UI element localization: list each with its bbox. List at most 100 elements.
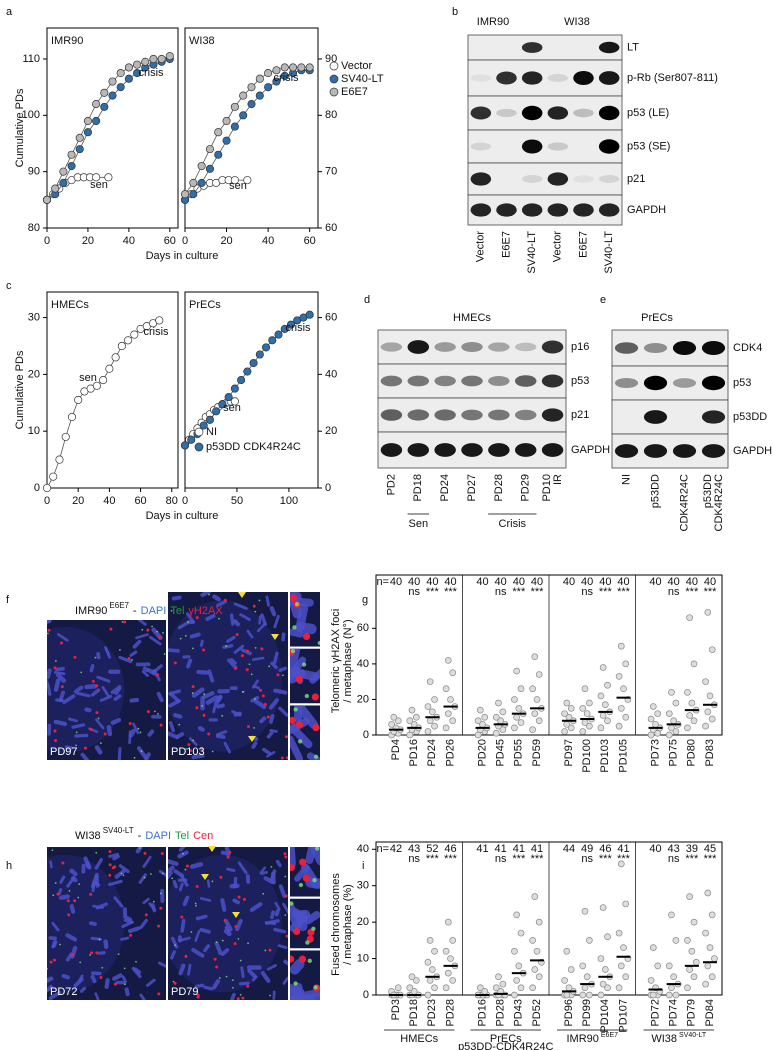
- chromosome: [268, 698, 279, 710]
- green-signal: [298, 739, 303, 744]
- green-signal: [131, 658, 133, 661]
- data-point: [517, 719, 525, 726]
- data-point: [426, 977, 434, 984]
- red-signal: [223, 598, 227, 602]
- data-point: [597, 991, 605, 999]
- chromosome: [73, 977, 84, 988]
- chromosome: [196, 669, 209, 675]
- data-point: [672, 937, 680, 944]
- lane-label: PD28: [493, 474, 505, 502]
- group-label: PrECs: [490, 1033, 522, 1045]
- green-signal: [253, 726, 256, 729]
- data-point: [230, 384, 239, 393]
- micrograph: [290, 847, 320, 897]
- data-point: [280, 71, 289, 80]
- plot-label: IMR90: [51, 35, 83, 47]
- micrograph-bg: [47, 847, 166, 1000]
- chromosome: [118, 864, 130, 874]
- data-point: [586, 991, 593, 999]
- blot-band: [672, 378, 697, 388]
- micrograph: [168, 592, 288, 760]
- x-tick-label: 40: [103, 495, 115, 507]
- green-signal: [239, 959, 242, 962]
- chromosome: [47, 668, 52, 680]
- red-signal: [228, 850, 232, 854]
- n-count: 41: [617, 843, 629, 855]
- green-signal: [313, 754, 319, 759]
- chromosome: [95, 718, 105, 730]
- data-point: [535, 973, 543, 981]
- plot-frame: [184, 27, 319, 229]
- data-point: [531, 710, 539, 718]
- group-label: IMR90 E6E7: [566, 1032, 618, 1045]
- chromosome: [85, 861, 91, 869]
- chromosome: [207, 669, 215, 683]
- data-point: [583, 710, 591, 718]
- green-signal: [190, 931, 193, 933]
- data-point: [561, 710, 568, 718]
- green-signal: [161, 872, 164, 875]
- data-point: [255, 74, 264, 83]
- lane-label: Vector: [552, 231, 564, 263]
- green-signal: [156, 630, 159, 633]
- data-point: [104, 173, 113, 182]
- data-point: [42, 483, 52, 493]
- y-tick-label: 70: [325, 166, 337, 178]
- data-point: [579, 728, 587, 735]
- chromosome: [129, 650, 138, 657]
- chromosome: [129, 697, 140, 703]
- chromosome: [222, 644, 234, 649]
- blot-strip: [467, 129, 623, 164]
- chromosome: [139, 918, 148, 929]
- red-signal: [234, 925, 238, 929]
- data-point: [567, 724, 575, 732]
- data-point: [495, 973, 502, 981]
- red-signal: [71, 953, 75, 957]
- lane-group-label: Crisis: [499, 518, 527, 530]
- significance: ns: [668, 586, 680, 598]
- n-count: 40: [408, 576, 420, 588]
- data-point: [218, 400, 227, 409]
- red-signal: [298, 955, 307, 963]
- blot-header: PrECs: [641, 312, 673, 324]
- red-signal: [302, 632, 311, 641]
- blot-band: [380, 342, 403, 352]
- category-label: PD79: [686, 999, 698, 1027]
- data-point: [684, 688, 691, 696]
- significance: ***: [599, 853, 613, 865]
- chromosome: [251, 975, 258, 982]
- lane-label: p53DD: [649, 474, 661, 508]
- green-signal: [211, 750, 214, 753]
- chromosome: [259, 716, 267, 724]
- green-signal: [184, 868, 187, 871]
- chromosome: [205, 695, 219, 705]
- data-point: [515, 704, 523, 712]
- chromosome: [217, 688, 230, 694]
- blot-band: [643, 375, 668, 391]
- data-point: [442, 947, 450, 955]
- y-tick-label: 100: [22, 109, 40, 121]
- green-signal: [153, 900, 155, 903]
- data-point: [515, 962, 523, 970]
- data-point: [517, 929, 525, 937]
- chromosome: [96, 675, 111, 683]
- data-point: [704, 889, 712, 897]
- y-axis-label: Cumulative PDs: [14, 350, 26, 429]
- data-point: [476, 706, 484, 714]
- chromosome: [260, 971, 271, 983]
- arrowhead: [271, 634, 279, 640]
- chromosome: [258, 615, 262, 625]
- significance: ***: [444, 853, 458, 865]
- green-signal: [270, 866, 273, 868]
- group-label: WI38 SV40-LT: [651, 1032, 707, 1045]
- green-signal: [139, 731, 142, 734]
- chromosome: [272, 990, 276, 1000]
- data-point: [431, 722, 438, 730]
- green-signal: [170, 609, 173, 612]
- data-point: [581, 984, 589, 992]
- blot-band: [434, 409, 456, 421]
- data-point: [305, 63, 314, 72]
- chromosome: [224, 926, 231, 934]
- chromosome: [259, 866, 267, 875]
- chromosome: [156, 691, 164, 703]
